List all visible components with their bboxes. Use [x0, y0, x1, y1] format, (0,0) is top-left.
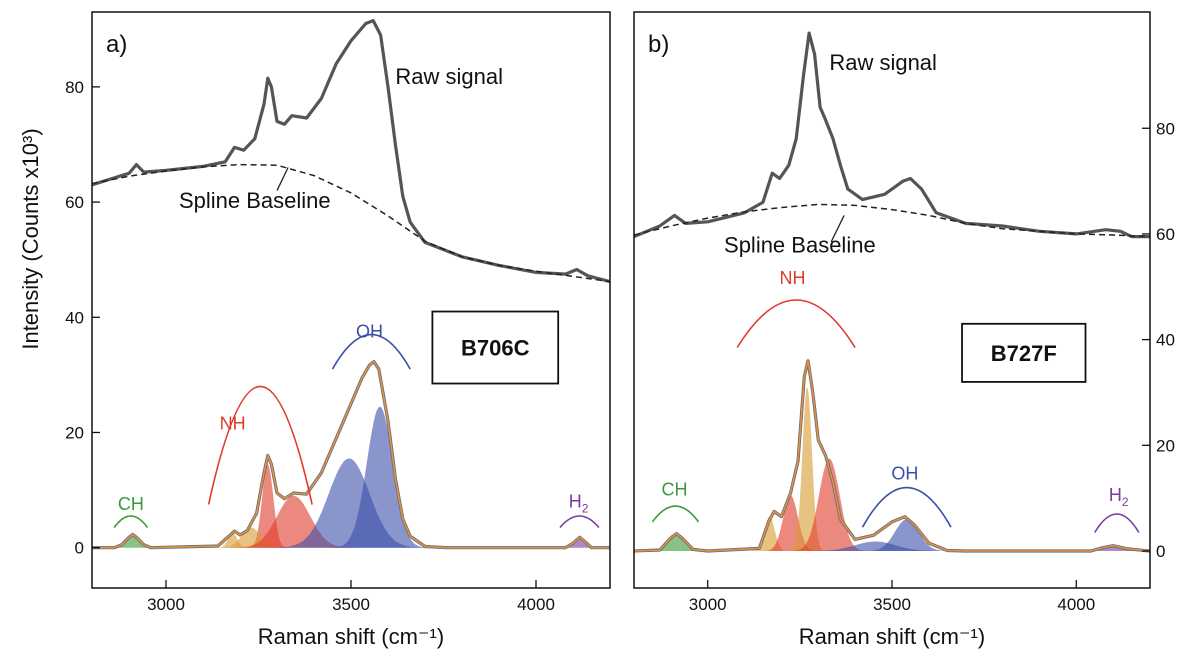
y-tick-label: 80 — [65, 78, 84, 97]
oh-label-text: OH — [891, 464, 918, 484]
y-tick-label: 0 — [75, 539, 84, 558]
band-ch-2915 — [646, 535, 706, 551]
panel-label: a) — [106, 31, 127, 58]
x-axis-label: Raman shift (cm⁻¹) — [258, 624, 444, 649]
fit-envelope-line — [634, 360, 1150, 552]
nh-group-label: NH — [779, 268, 805, 288]
h2-group-label: H2 — [1109, 485, 1129, 509]
y-tick-label: 60 — [1156, 225, 1175, 244]
x-tick-label: 3500 — [332, 595, 370, 614]
panel-label: b) — [648, 31, 669, 58]
subscript: 2 — [582, 501, 589, 515]
band-oh-3495 — [267, 458, 431, 548]
band-h2-4120 — [559, 537, 602, 548]
band-nh-3230 — [214, 527, 289, 548]
sample-box — [961, 322, 1087, 383]
h2-label-text: H — [569, 491, 582, 511]
ch-group-arc — [113, 515, 149, 528]
band-oh-3578 — [328, 406, 432, 548]
band-nh-3345 — [227, 495, 361, 548]
baseline-pointer — [830, 215, 845, 243]
ch-group-label: CH — [662, 480, 688, 500]
nh-label-text: NH — [779, 268, 805, 288]
ch-group-label: CH — [118, 494, 144, 514]
y-tick-label: 20 — [65, 423, 84, 442]
nh-group-label: NH — [220, 414, 246, 434]
x-tick-label: 3000 — [147, 595, 185, 614]
sample-label: B727F — [991, 341, 1057, 366]
fit-envelope-line — [92, 360, 610, 549]
y-tick-label: 80 — [1156, 119, 1175, 138]
nh-label-text: NH — [220, 414, 246, 434]
oh-group-label: OH — [891, 464, 918, 484]
band-ch-2910 — [103, 535, 163, 548]
x-tick-label: 4000 — [1057, 595, 1095, 614]
x-tick-label: 3500 — [873, 595, 911, 614]
band-nh-3180 — [214, 532, 251, 548]
plot-area — [634, 31, 1150, 553]
y-tick-label: 60 — [65, 193, 84, 212]
y-tick-label: 0 — [1156, 542, 1165, 561]
ch-label-text: CH — [662, 480, 688, 500]
h2-label-text: H — [1109, 485, 1122, 505]
band-nh-3270 — [788, 387, 827, 551]
raw-signal-label: Raw signal — [829, 50, 937, 75]
sample-box — [431, 310, 560, 385]
nh-group-arc — [207, 385, 313, 505]
y-axis-label: Intensity (Counts x10³) — [18, 128, 43, 349]
panel-b: CH NH OH H2 Raw signal Spline Baseline B727F b)… — [633, 11, 1175, 649]
h2-group-arc — [559, 515, 600, 529]
plot-area — [92, 19, 610, 550]
ch-group-arc — [651, 505, 700, 523]
band-nh-3330 — [788, 458, 871, 551]
subscript: 2 — [1122, 495, 1129, 509]
oh-group-arc — [331, 333, 411, 370]
sample-label: B706C — [461, 336, 530, 361]
spline-baseline-label: Spline Baseline — [179, 188, 331, 213]
oh-group-label: OH — [356, 321, 383, 341]
x-tick-label: 3000 — [689, 595, 727, 614]
band-oh-3540 — [859, 519, 954, 551]
band-oh-3455 — [794, 541, 957, 551]
panel-a: CH NH OH H2 Raw signal Spline Baseline B706C a)… — [65, 11, 611, 649]
y-tick-label: 40 — [65, 308, 84, 327]
band-nh-3275 — [245, 464, 290, 548]
spline-baseline-line — [92, 163, 610, 283]
band-nh-3168 — [749, 516, 791, 551]
oh-group-arc — [861, 487, 952, 528]
x-axis-label: Raman shift (cm⁻¹) — [799, 624, 985, 649]
nh-group-arc — [736, 299, 856, 349]
plot-frame — [633, 11, 1151, 589]
h2-group-label: H2 — [569, 491, 589, 515]
spline-baseline-label: Spline Baseline — [724, 232, 876, 257]
oh-label-text: OH — [356, 321, 383, 341]
baseline-pointer — [276, 167, 289, 191]
band-nh-3225 — [761, 495, 821, 551]
ch-label-text: CH — [118, 494, 144, 514]
raw-signal-line — [634, 31, 1150, 239]
raw-signal-line — [92, 19, 610, 284]
spline-baseline-line — [634, 203, 1150, 238]
y-tick-label: 20 — [1156, 436, 1175, 455]
y-tick-label: 40 — [1156, 331, 1175, 350]
x-tick-label: 4000 — [517, 595, 555, 614]
h2-group-arc — [1094, 513, 1140, 533]
raw-signal-label: Raw signal — [395, 64, 503, 89]
